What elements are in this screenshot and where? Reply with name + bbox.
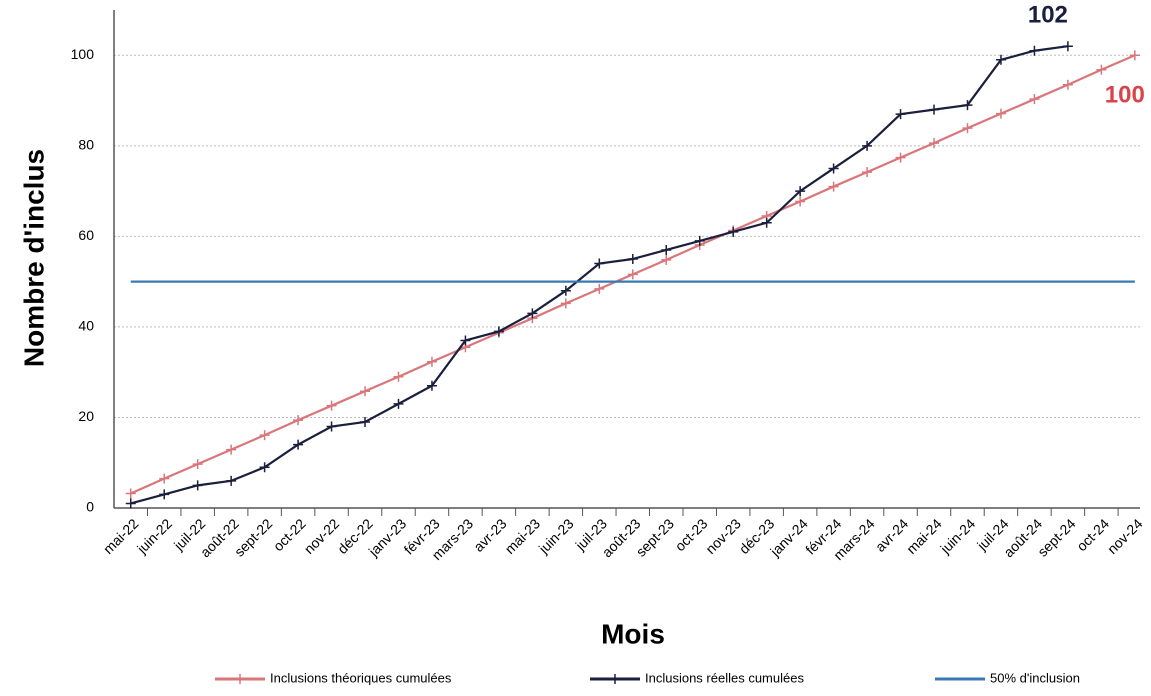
point-marker: [259, 462, 270, 473]
point-marker: [594, 283, 605, 294]
point-marker: [761, 217, 772, 228]
point-marker: [192, 459, 203, 470]
series-line: [130, 45, 1069, 505]
point-marker: [594, 258, 605, 269]
point-marker: [627, 269, 638, 280]
y-tick-label: 0: [86, 499, 94, 515]
point-marker: [995, 54, 1006, 65]
x-tick-label: juin-23: [535, 515, 577, 557]
x-tick-label: janv-23: [365, 515, 410, 560]
point-marker: [661, 254, 672, 265]
legend-label: 50% d'inclusion: [990, 670, 1080, 685]
point-marker: [1096, 64, 1107, 75]
point-marker: [995, 108, 1006, 119]
point-marker: [795, 186, 806, 197]
point-marker: [895, 152, 906, 163]
x-tick-label: janv-24: [766, 515, 811, 560]
point-marker: [694, 235, 705, 246]
point-marker: [560, 285, 571, 296]
point-marker: [1129, 50, 1140, 61]
y-tick-label: 80: [78, 137, 94, 153]
x-tick-label: sept-24: [1034, 515, 1078, 559]
point-marker: [293, 439, 304, 450]
x-tick-label: nov-24: [1104, 515, 1146, 557]
point-marker: [929, 138, 940, 149]
point-marker: [1062, 79, 1073, 90]
y-tick-label: 20: [78, 408, 94, 424]
y-axis-title: Nombre d'inclus: [18, 149, 49, 367]
point-marker: [159, 473, 170, 484]
point-marker: [895, 109, 906, 120]
point-marker: [1062, 41, 1073, 52]
y-tick-label: 40: [78, 318, 94, 334]
point-marker: [426, 380, 437, 391]
x-axis-title: Mois: [601, 618, 665, 649]
point-marker: [226, 475, 237, 486]
point-marker: [293, 415, 304, 426]
x-tick-label: sept-23: [633, 515, 677, 559]
point-marker: [192, 480, 203, 491]
point-marker: [393, 398, 404, 409]
point-marker: [627, 254, 638, 264]
x-tick-label: mai-24: [903, 515, 945, 557]
point-marker: [527, 308, 538, 319]
point-marker: [360, 386, 371, 397]
legend-label: Inclusions réelles cumulées: [645, 670, 804, 685]
point-marker: [326, 421, 337, 432]
point-marker: [226, 444, 237, 455]
x-tick-label: juin-22: [133, 515, 175, 557]
point-marker: [125, 498, 136, 509]
point-marker: [795, 196, 806, 207]
point-marker: [360, 416, 371, 427]
point-marker: [460, 335, 471, 346]
point-marker: [393, 371, 404, 382]
legend-label: Inclusions théoriques cumulées: [270, 670, 452, 685]
point-marker: [661, 244, 672, 255]
point-marker: [728, 226, 739, 237]
point-marker: [159, 489, 170, 500]
point-marker: [259, 430, 270, 441]
point-marker: [929, 104, 940, 115]
point-marker: [426, 356, 437, 367]
data-label: 100: [1105, 82, 1145, 109]
point-marker: [326, 400, 337, 411]
point-marker: [125, 488, 136, 499]
x-tick-label: mai-22: [100, 515, 142, 557]
point-marker: [862, 167, 873, 178]
x-tick-label: nov-22: [301, 515, 343, 557]
point-marker: [1029, 45, 1040, 56]
point-marker: [493, 326, 504, 337]
point-marker: [862, 140, 873, 151]
x-tick-label: mai-23: [502, 515, 544, 557]
x-tick-label: sept-22: [231, 515, 275, 559]
point-marker: [828, 163, 839, 174]
point-marker: [828, 181, 839, 192]
point-marker: [962, 100, 973, 111]
point-marker: [1029, 94, 1040, 105]
point-marker: [962, 123, 973, 134]
x-tick-label: juin-24: [936, 515, 978, 557]
y-tick-label: 100: [71, 46, 95, 62]
x-tick-label: nov-23: [702, 515, 744, 557]
data-label: 102: [1028, 2, 1068, 29]
y-tick-label: 60: [78, 227, 94, 243]
point-marker: [560, 298, 571, 309]
